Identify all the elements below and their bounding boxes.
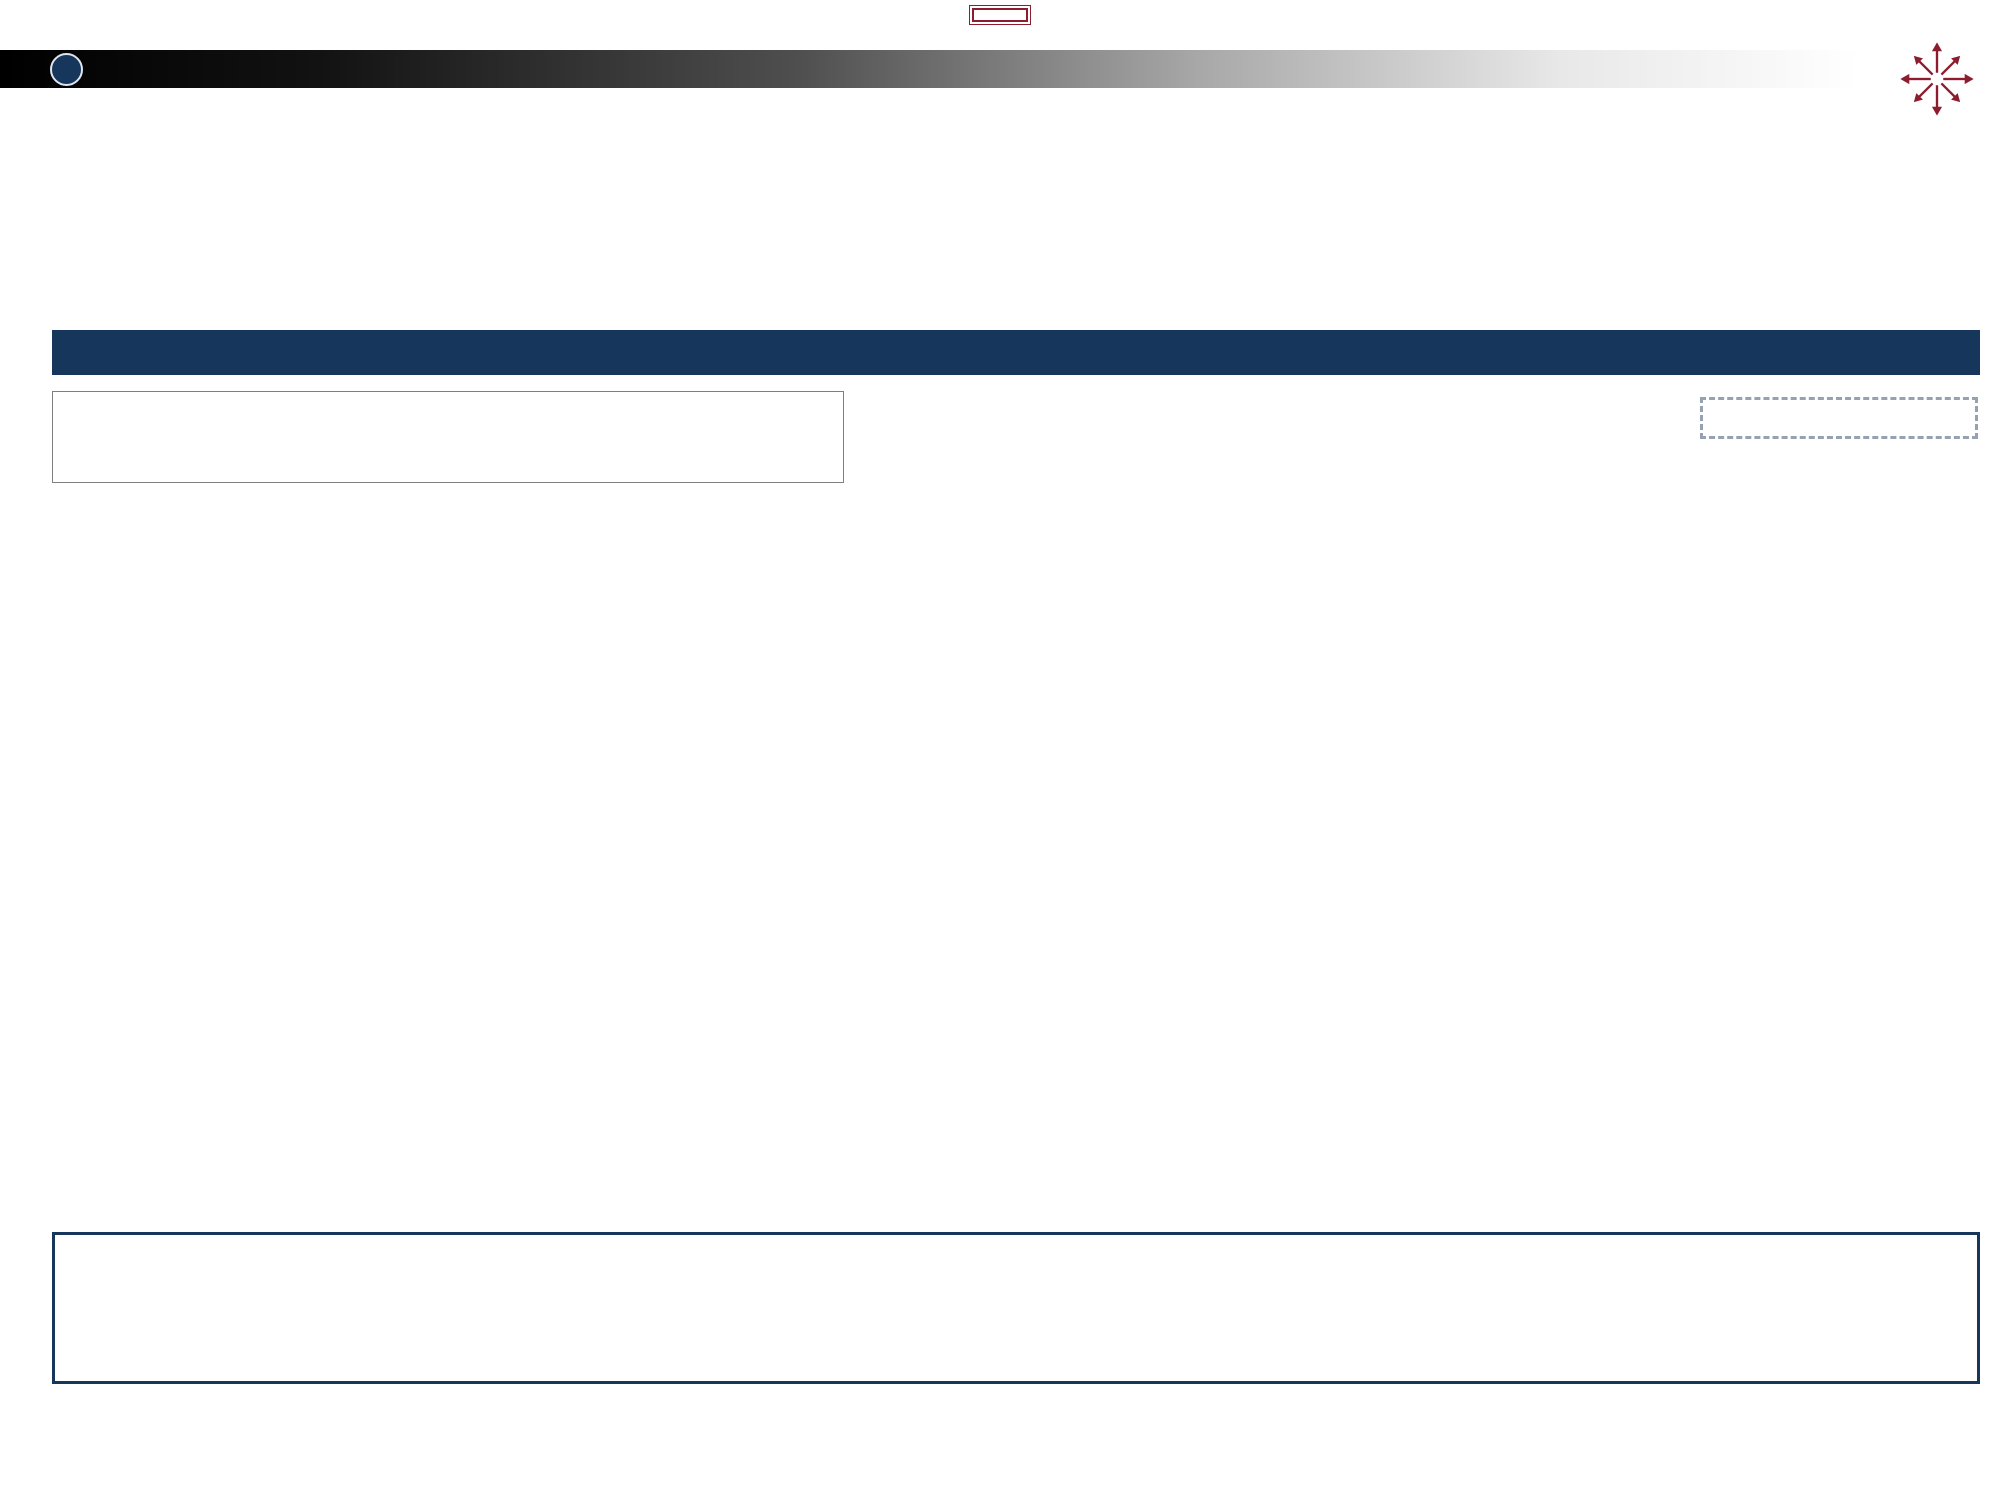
starburst-logo-icon <box>1898 40 1976 118</box>
disclaimer-banner <box>969 5 1031 25</box>
chart-title-bar <box>52 330 1980 375</box>
date-row <box>55 1319 1977 1365</box>
chart-legend <box>52 391 844 483</box>
appendix-badge-a <box>50 52 83 86</box>
acquiror-row <box>52 1164 1960 1224</box>
ebitda-multiples-chart <box>52 460 1960 1060</box>
appendix-header <box>0 50 2000 88</box>
value-of-synergies-box <box>1700 397 1978 439</box>
ev-row <box>55 1247 1977 1293</box>
target-row <box>52 1062 1960 1160</box>
summary-table <box>52 1232 1980 1384</box>
